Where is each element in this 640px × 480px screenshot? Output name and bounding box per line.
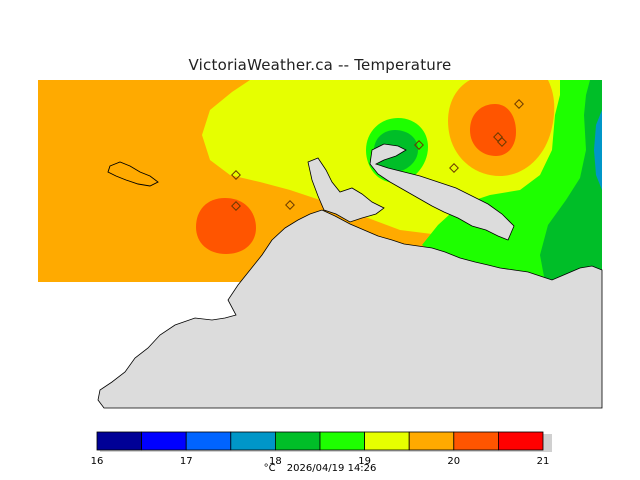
map-title: VictoriaWeather.ca -- Temperature [188, 56, 452, 74]
station-marker-3[interactable] [285, 200, 295, 210]
station-marker-2[interactable] [231, 201, 241, 211]
station-marker-4[interactable] [414, 140, 424, 150]
unit-label: °C [263, 463, 276, 474]
legend-swatch [497, 431, 544, 451]
station-marker-6[interactable] [514, 99, 524, 109]
legend-footer: °C 2026/04/19 14:26 [0, 463, 640, 474]
legend-tick-label: 19 [358, 456, 371, 467]
legend-tick-label: 16 [91, 456, 104, 467]
legend-swatch [185, 431, 232, 451]
legend-tick-label: 21 [537, 456, 550, 467]
legend-swatch [453, 431, 499, 451]
station-marker-8[interactable] [497, 137, 507, 147]
temp-region-red-ne [470, 104, 516, 156]
temp-region-red-sw [196, 198, 256, 254]
legend-swatch [96, 431, 142, 451]
temp-region-cyan-east [594, 110, 602, 190]
legend-tick-label: 17 [180, 456, 193, 467]
island [107, 161, 159, 187]
legend-swatch [230, 431, 276, 451]
station-marker-5[interactable] [449, 163, 459, 173]
legend-swatch [319, 431, 365, 451]
land-mass-peninsula [307, 157, 385, 223]
legend-swatch [364, 431, 410, 451]
legend-tick-label: 20 [447, 456, 460, 467]
land-mass-inlet-spit [369, 143, 515, 241]
land-mass-south [97, 209, 603, 409]
legend-swatch [274, 431, 321, 451]
legend-tick-label: 18 [269, 456, 282, 467]
temp-region-darkgreen-east [540, 80, 602, 282]
timestamp-label: 2026/04/19 14:26 [286, 463, 377, 474]
legend-colorbar: 16 17 18 19 20 21 [91, 431, 552, 467]
station-marker-1[interactable] [231, 170, 241, 180]
legend-swatch [408, 431, 455, 451]
legend-swatch [141, 431, 187, 451]
